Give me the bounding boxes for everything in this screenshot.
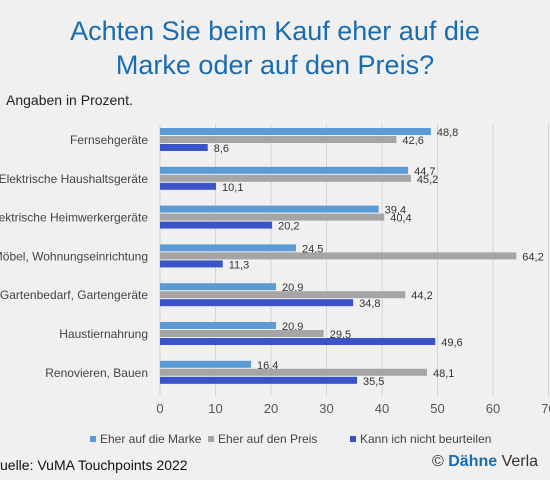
legend-swatch (90, 436, 96, 442)
title-line-1: Achten Sie beim Kauf eher auf die (70, 16, 480, 46)
data-label: 34,8 (359, 298, 380, 310)
copyright-symbol: © (432, 453, 444, 470)
legend-label: Eher auf die Marke (100, 432, 202, 446)
bar (160, 144, 208, 151)
bar (160, 376, 358, 384)
bar (160, 244, 296, 252)
data-label: 39,4 (385, 205, 406, 217)
x-tick-label: 70 (541, 401, 550, 416)
bar (160, 174, 411, 182)
bar (160, 128, 431, 135)
bar (160, 221, 273, 229)
bar (160, 330, 324, 337)
data-label: 64,2 (522, 251, 543, 263)
bar (160, 182, 217, 190)
bar (160, 368, 427, 376)
chart-title: Achten Sie beim Kauf eher auf die Marke … (0, 14, 550, 82)
chart-subtitle: Angaben in Prozent. (6, 92, 133, 108)
category-label: Elektrische Haushaltsgeräte (0, 172, 148, 186)
data-label: 49,6 (441, 337, 462, 349)
x-tick-label: 30 (319, 401, 333, 416)
data-label: 10,1 (222, 182, 243, 194)
data-label: 42,6 (402, 135, 423, 147)
data-label: 48,1 (433, 368, 454, 380)
category-label: Gartenbedarf, Gartengeräte (0, 288, 148, 302)
title-line-2: Marke oder auf den Preis? (115, 50, 435, 80)
bar (160, 166, 409, 174)
bar (160, 252, 517, 260)
category-label: Elektrische Heimwerkergeräte (0, 211, 148, 225)
data-label: 11,3 (229, 259, 250, 271)
data-label: 40,4 (390, 213, 411, 225)
bar (160, 322, 276, 329)
logo-brand: Dähne (448, 453, 498, 470)
x-tick-label: 20 (264, 401, 278, 416)
bar (160, 260, 223, 268)
x-tick-label: 40 (375, 401, 389, 416)
data-label: 48,8 (437, 127, 458, 139)
bar (160, 205, 379, 213)
data-label: 44,2 (411, 290, 432, 302)
bar (160, 360, 252, 368)
category-label: Möbel, Wohnungseinrichtung (0, 249, 148, 263)
legend-label: Kann ich nicht beurteilen (360, 432, 491, 446)
logo-rest: Verla (501, 453, 539, 470)
legend-swatch (208, 436, 214, 442)
category-label: Renovieren, Bauen (45, 366, 148, 380)
data-label: 35,5 (363, 376, 384, 388)
bar (160, 299, 354, 307)
data-label: 44,7 (414, 166, 435, 178)
bar (160, 291, 406, 299)
bar (160, 213, 385, 221)
data-label: 8,6 (214, 143, 229, 155)
x-tick-label: 10 (208, 401, 222, 416)
legend-swatch (350, 436, 356, 442)
bar (160, 283, 276, 291)
category-label: Haustiernahrung (59, 327, 148, 341)
category-label: Fernsehgeräte (70, 133, 148, 147)
source-note: uelle: VuMA Touchpoints 2022 (0, 457, 188, 473)
x-tick-label: 60 (486, 401, 500, 416)
data-label: 20,2 (278, 221, 299, 233)
x-tick-label: 0 (156, 401, 163, 416)
publisher-logo: © Dähne Verla (432, 453, 538, 471)
data-label: 45,2 (417, 174, 438, 186)
x-tick-label: 50 (430, 401, 444, 416)
legend-label: Eher auf den Preis (218, 432, 317, 446)
bar (160, 136, 397, 143)
bar (160, 338, 436, 345)
